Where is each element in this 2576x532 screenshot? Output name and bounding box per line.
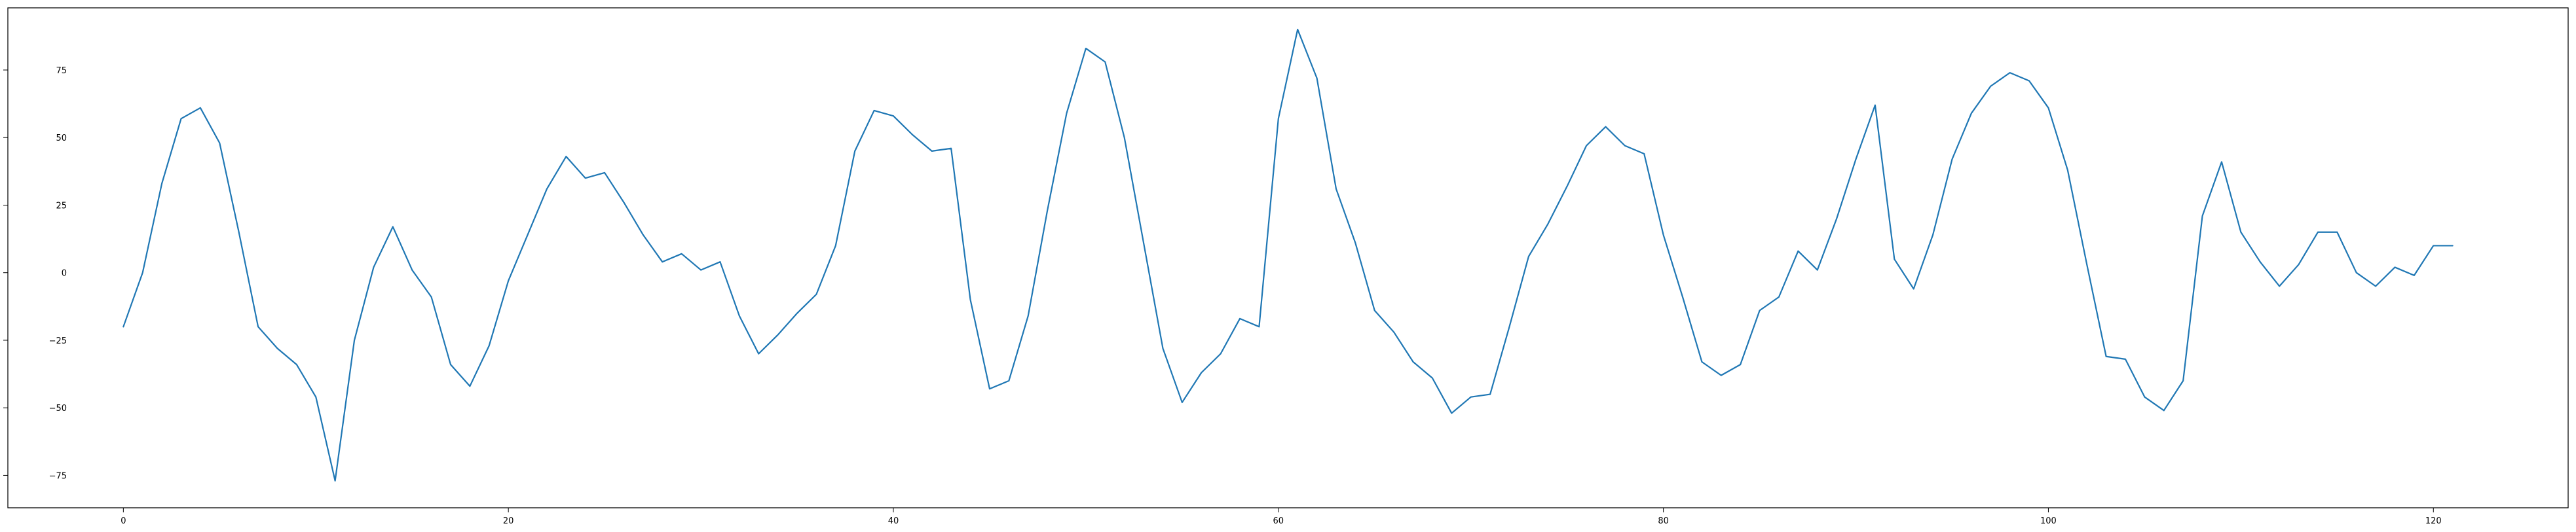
y-tick-label: 0 bbox=[62, 269, 67, 279]
y-tick-label: −75 bbox=[49, 471, 67, 481]
x-tick-label: 20 bbox=[503, 516, 514, 526]
x-tick-label: 120 bbox=[2425, 516, 2442, 526]
x-tick-label: 0 bbox=[121, 516, 126, 526]
y-tick-label: 25 bbox=[56, 201, 67, 211]
x-tick-label: 80 bbox=[1658, 516, 1669, 526]
y-tick-label: −25 bbox=[49, 336, 67, 346]
y-tick-label: 75 bbox=[56, 66, 67, 76]
x-tick-label: 60 bbox=[1273, 516, 1284, 526]
series-line-0 bbox=[122, 28, 2454, 482]
plot-area bbox=[122, 28, 2454, 482]
y-tick-label: 50 bbox=[56, 133, 67, 143]
x-axis: 0 20 40 60 80 100 120 bbox=[121, 508, 2442, 526]
plot-frame bbox=[7, 7, 2569, 508]
y-axis: −75 −50 −25 0 25 50 75 bbox=[3, 66, 67, 481]
x-tick-label: 40 bbox=[888, 516, 899, 526]
y-tick-label: −50 bbox=[49, 404, 67, 414]
x-tick-label: 100 bbox=[2040, 516, 2057, 526]
